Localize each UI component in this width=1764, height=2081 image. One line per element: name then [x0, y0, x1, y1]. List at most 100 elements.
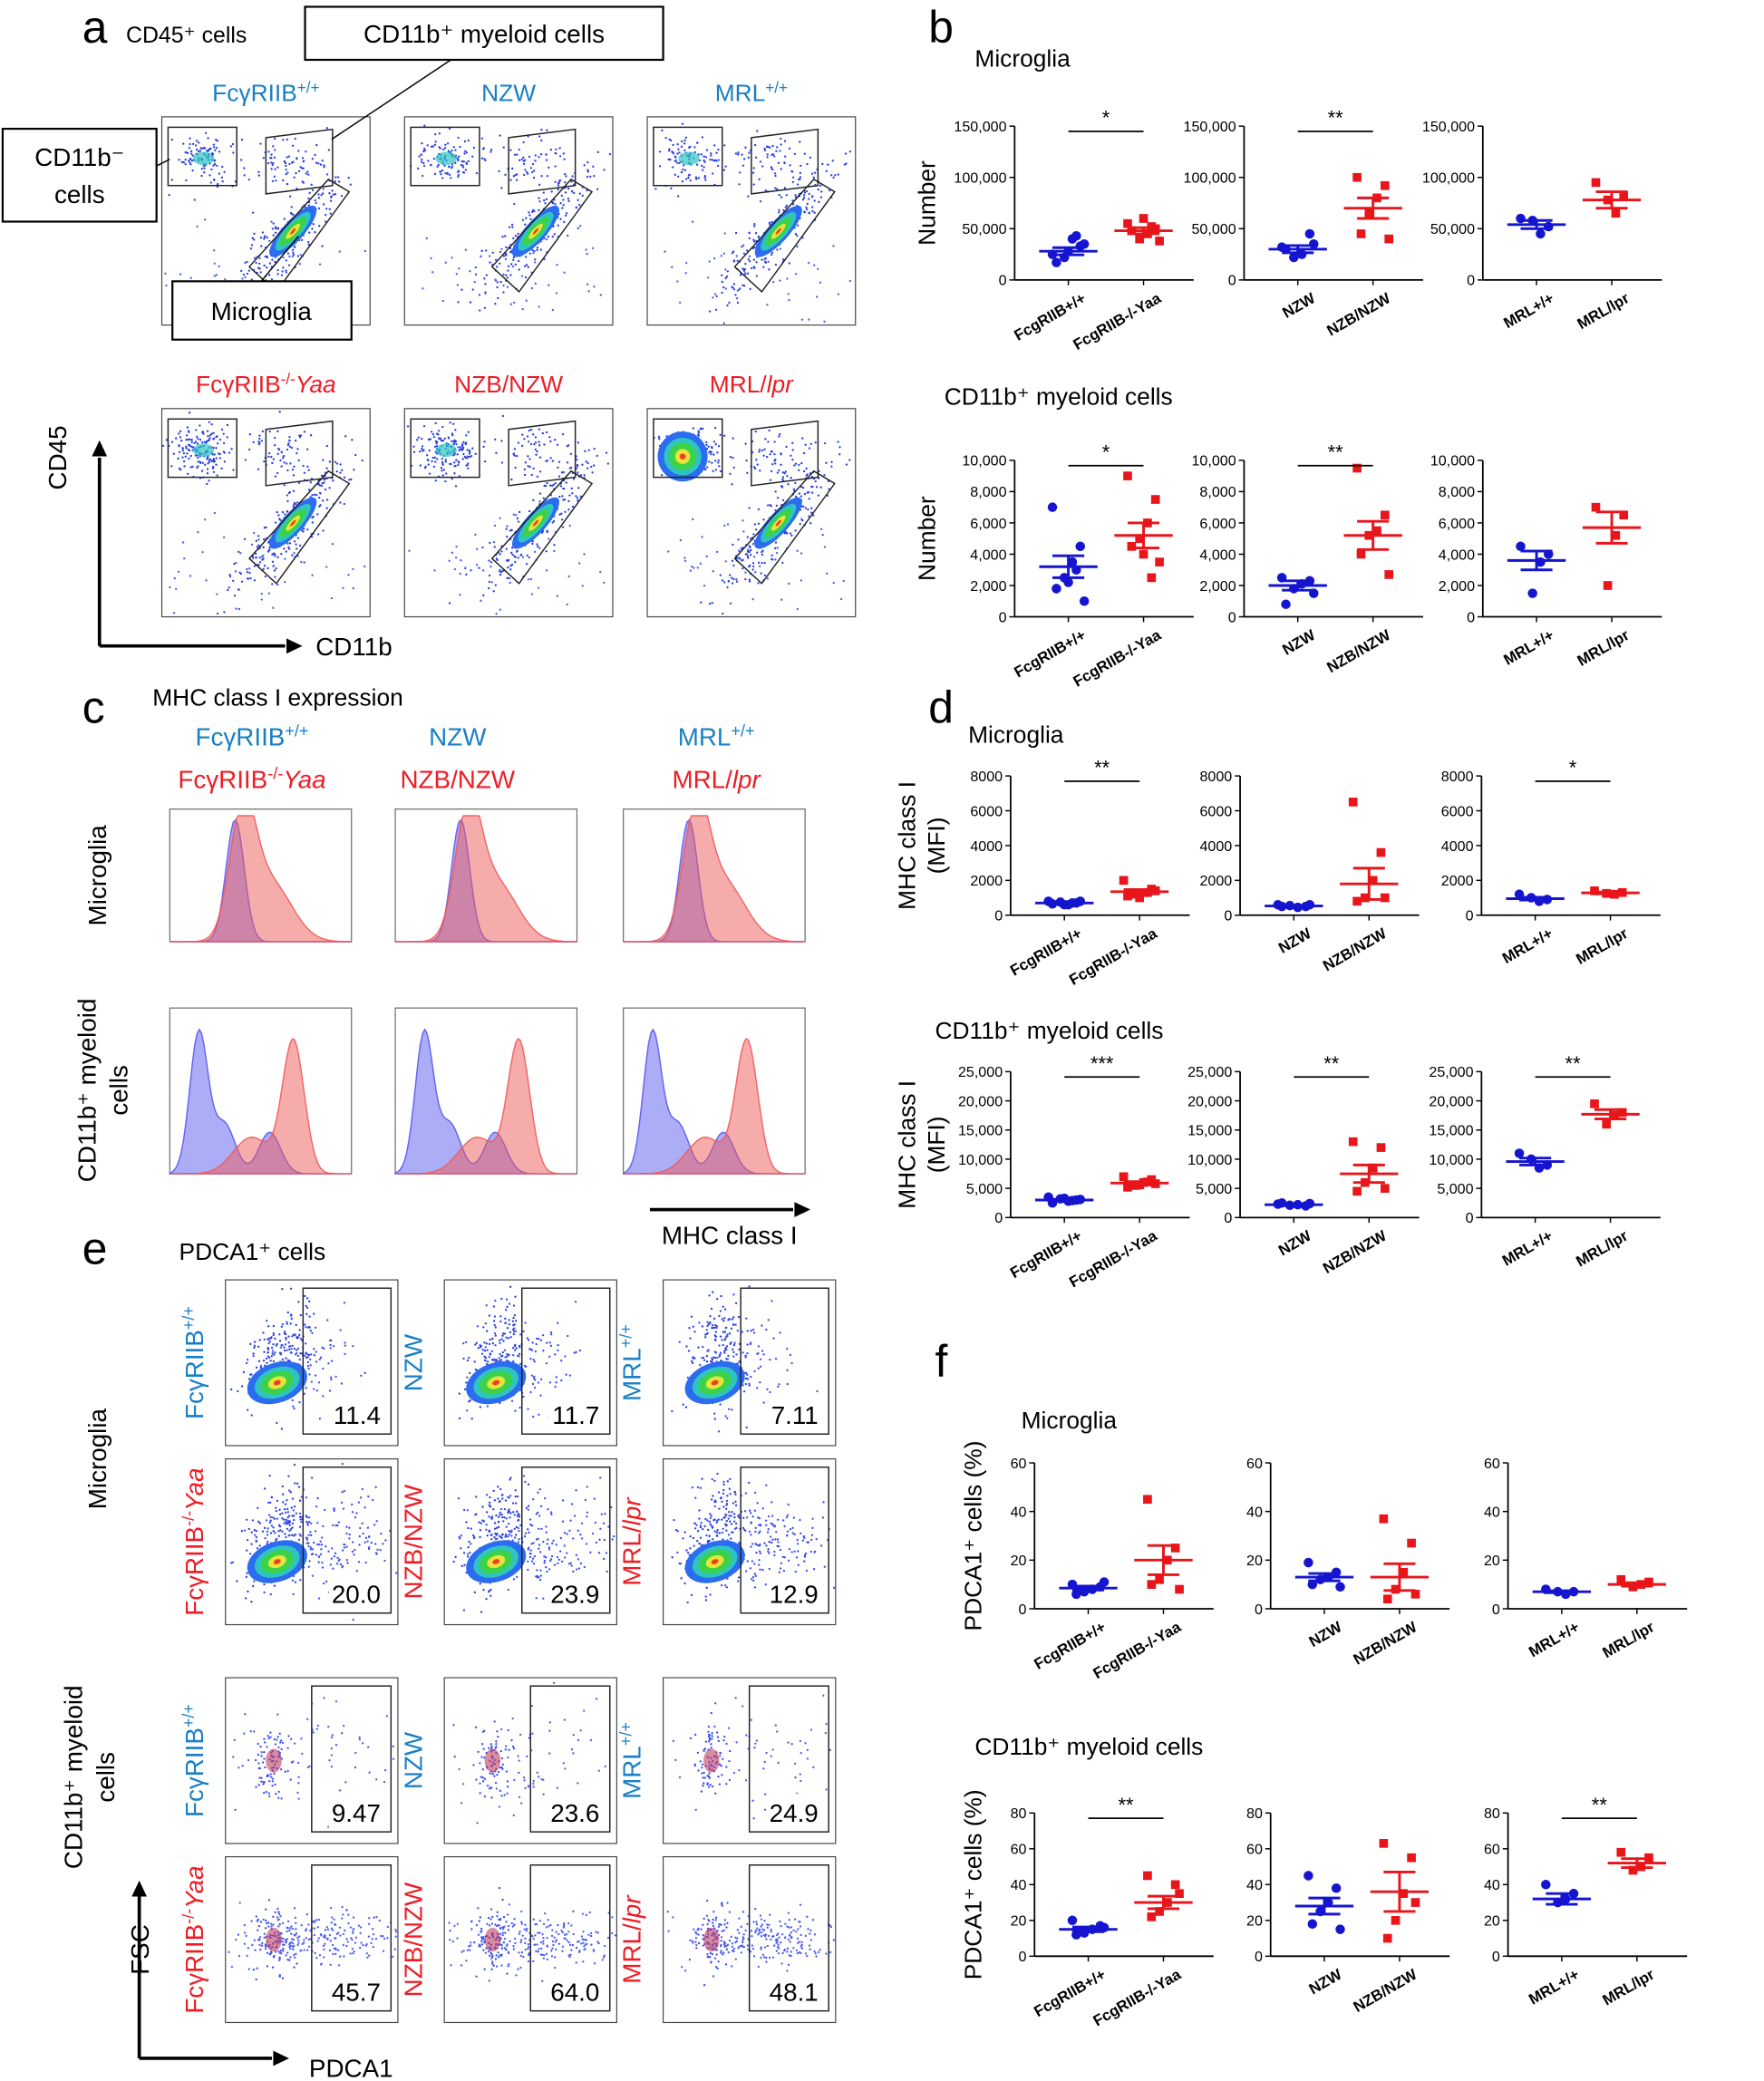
event-dot [322, 1524, 325, 1528]
event-dot [276, 430, 279, 432]
event-dot [776, 1518, 780, 1521]
event-dot [311, 521, 315, 524]
event-dot [490, 1538, 493, 1541]
event-dot [307, 1565, 310, 1568]
event-dot [293, 245, 296, 247]
event-dot [518, 1344, 521, 1348]
event-dot [774, 462, 777, 465]
event-dot [801, 437, 804, 440]
event-dot [676, 1530, 679, 1533]
event-dot [500, 440, 503, 442]
event-dot [440, 467, 443, 469]
event-dot [529, 428, 533, 431]
event-dot [728, 301, 731, 305]
event-dot [433, 172, 437, 176]
event-dot [509, 274, 512, 276]
event-dot [212, 146, 216, 149]
event-dot [556, 264, 558, 266]
event-dot [363, 1371, 366, 1374]
event-dot [693, 1544, 695, 1547]
event-dot [774, 1538, 777, 1541]
event-dot [771, 144, 774, 148]
event-dot [800, 552, 803, 555]
event-dot [578, 225, 582, 227]
event-dot [317, 482, 320, 486]
event-dot [246, 260, 248, 264]
panel-letter: b [928, 2, 954, 53]
event-dot [565, 175, 567, 178]
event-dot [485, 274, 489, 276]
event-dot [833, 1586, 836, 1590]
event-dot [774, 458, 777, 461]
event-dot [478, 1521, 480, 1524]
event-dot [539, 248, 542, 251]
event-dot [751, 171, 755, 174]
event-dot [489, 149, 493, 151]
event-dot [197, 150, 200, 153]
event-dot [704, 1336, 707, 1339]
event-dot [185, 179, 188, 182]
event-dot [480, 1352, 484, 1355]
event-dot [506, 286, 509, 288]
event-dot [771, 554, 773, 557]
event-dot [528, 252, 531, 255]
event-dot [323, 164, 325, 167]
event-dot [317, 193, 320, 196]
event-dot [715, 1534, 719, 1537]
plot-frame [225, 1279, 399, 1447]
event-dot [254, 1341, 257, 1343]
event-dot [484, 1322, 487, 1325]
event-dot [199, 424, 201, 427]
event-dot [753, 222, 756, 226]
event-dot [366, 1540, 369, 1543]
event-dot [291, 468, 295, 471]
event-dot [241, 277, 244, 280]
event-dot [750, 1522, 752, 1524]
event-dot [290, 1348, 293, 1350]
event-dot [245, 1518, 248, 1521]
event-dot [179, 273, 182, 276]
event-dot [756, 1502, 759, 1505]
event-dot [785, 1515, 789, 1519]
event-dot [332, 479, 334, 482]
event-dot [771, 1538, 774, 1541]
event-dot [421, 447, 423, 450]
event-dot [497, 1515, 500, 1518]
event-dot [771, 168, 774, 171]
event-dot [325, 1580, 328, 1583]
event-dot [477, 1347, 480, 1350]
event-dot [680, 170, 683, 174]
event-dot [352, 567, 354, 571]
event-dot [223, 611, 226, 614]
event-dot [576, 463, 579, 467]
event-dot [512, 1511, 515, 1514]
event-dot [758, 1559, 761, 1562]
event-dot [577, 441, 580, 444]
event-dot [420, 160, 423, 163]
event-dot [266, 266, 268, 269]
event-dot [494, 1334, 497, 1337]
event-dot [528, 1348, 531, 1350]
event-dot [529, 442, 533, 446]
event-dot [214, 149, 217, 151]
event-dot [597, 1552, 601, 1554]
event-dot [307, 1353, 311, 1357]
event-dot [722, 1331, 725, 1333]
event-dot [771, 251, 774, 254]
event-dot [255, 1530, 257, 1533]
event-dot [803, 191, 807, 194]
event-dot [538, 1487, 541, 1491]
event-dot [567, 1563, 571, 1565]
event-dot [435, 440, 439, 443]
event-dot [747, 557, 750, 559]
event-dot [215, 457, 218, 460]
event-dot [513, 555, 516, 557]
event-dot [269, 157, 272, 160]
event-dot [823, 474, 826, 477]
event-dot [746, 1343, 749, 1346]
event-dot [255, 539, 257, 542]
event-dot [790, 1551, 793, 1553]
event-dot [508, 1353, 510, 1356]
event-dot [451, 440, 453, 443]
event-dot [332, 193, 335, 196]
